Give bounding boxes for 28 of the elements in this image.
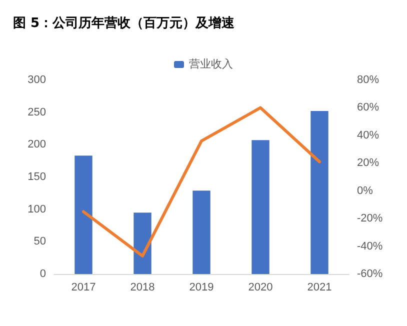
bar bbox=[134, 212, 152, 274]
x-tick-label: 2018 bbox=[130, 282, 155, 294]
x-tick-label: 2019 bbox=[189, 282, 214, 294]
chart-title: 图 5：公司历年营收（百万元）及增速 bbox=[13, 15, 236, 31]
y-tick-label: 200 bbox=[28, 138, 46, 151]
x-tick-label: 2021 bbox=[307, 282, 332, 294]
y2-tick-label: 80% bbox=[357, 74, 380, 86]
line-series bbox=[82, 106, 321, 258]
y-tick-label: 0 bbox=[40, 268, 46, 280]
y-tick-label: 150 bbox=[28, 171, 46, 183]
x-tick-label: 2017 bbox=[71, 282, 96, 294]
legend-label: 营业收入 bbox=[189, 58, 233, 70]
y-tick-label: 50 bbox=[34, 236, 46, 248]
y2-tick-label: 40% bbox=[357, 129, 380, 142]
y2-tick-label: 0% bbox=[357, 184, 374, 197]
bar bbox=[192, 190, 210, 274]
y2-tick-label: -60% bbox=[357, 268, 383, 280]
y2-tick-label: 60% bbox=[357, 102, 380, 114]
bar bbox=[252, 140, 270, 274]
y2-tick-label: 20% bbox=[357, 157, 380, 170]
bar bbox=[74, 156, 92, 274]
bar bbox=[310, 111, 328, 274]
y-tick-label: 100 bbox=[28, 203, 46, 216]
y-tick-label: 250 bbox=[28, 106, 46, 118]
y-tick-label: 300 bbox=[28, 74, 46, 86]
y2-tick-label: -20% bbox=[357, 212, 383, 225]
y2-tick-label: -40% bbox=[357, 240, 383, 252]
x-tick-label: 2020 bbox=[248, 282, 273, 294]
